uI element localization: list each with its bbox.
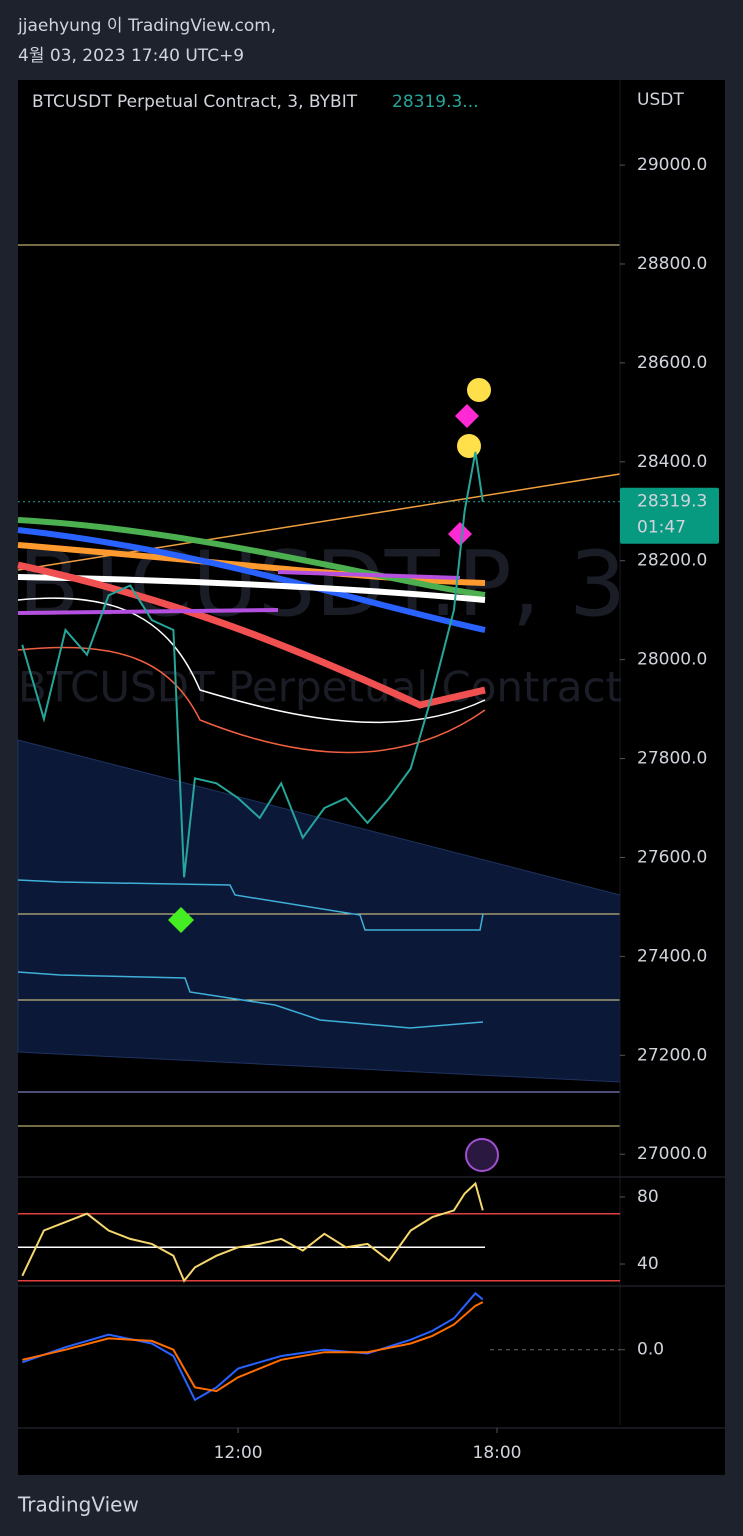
line — [22, 1301, 484, 1393]
price-tag-value: 28319.3 — [637, 492, 707, 512]
ma — [17, 574, 486, 603]
signal — [168, 907, 194, 933]
ma — [17, 561, 486, 709]
line — [21, 1181, 484, 1283]
x-tick-label: 12:00 — [214, 1443, 263, 1463]
watermark: BTCUSDT.P, 3 — [18, 532, 626, 637]
y-tick-label: 40 — [637, 1254, 659, 1274]
x-tick-label: 18:00 — [473, 1443, 522, 1463]
signal — [448, 522, 472, 546]
signal — [467, 378, 491, 402]
indicators — [17, 244, 621, 1127]
band — [17, 597, 486, 724]
level-line — [277, 570, 461, 580]
y-tick-label: 28400.0 — [637, 452, 707, 472]
signal — [457, 434, 481, 458]
price-tag — [620, 487, 719, 544]
ma — [17, 517, 486, 598]
y-tick-label: 27400.0 — [637, 946, 707, 966]
y-tick-label: 27000.0 — [637, 1144, 707, 1164]
band — [17, 879, 484, 931]
y-tick-label: 27200.0 — [637, 1045, 707, 1065]
y-tick-label: 80 — [637, 1187, 659, 1207]
ma — [17, 527, 486, 633]
line — [21, 451, 484, 878]
signal — [455, 404, 479, 428]
y-tick-label: 28000.0 — [637, 650, 707, 670]
band — [17, 971, 484, 1029]
ma — [17, 542, 486, 586]
y-tick-label: 27800.0 — [637, 749, 707, 769]
level-line — [17, 608, 279, 615]
watermark-sub: BTCUSDT Perpetual Contract — [18, 663, 622, 712]
currency: USDT — [637, 90, 684, 110]
header-price: 28319.3... — [392, 92, 479, 112]
y-tick-label: 29000.0 — [637, 155, 707, 175]
author: jjaehyung 이 TradingView.com, — [17, 16, 276, 36]
brand: TradingView — [17, 1493, 139, 1517]
y-tick-label: 28200.0 — [637, 551, 707, 571]
symbol-title: BTCUSDT Perpetual Contract, 3, BYBIT — [32, 92, 358, 112]
y-tick-label: 28600.0 — [637, 353, 707, 373]
y-tick-label: 27600.0 — [637, 847, 707, 867]
y-tick-label: 0.0 — [637, 1340, 664, 1360]
y-tick-label: 28800.0 — [637, 254, 707, 274]
alert-icon[interactable] — [465, 1138, 499, 1172]
band — [17, 646, 486, 754]
date: 4월 03, 2023 17:40 UTC+9 — [18, 46, 244, 66]
countdown: 01:47 — [637, 518, 686, 538]
